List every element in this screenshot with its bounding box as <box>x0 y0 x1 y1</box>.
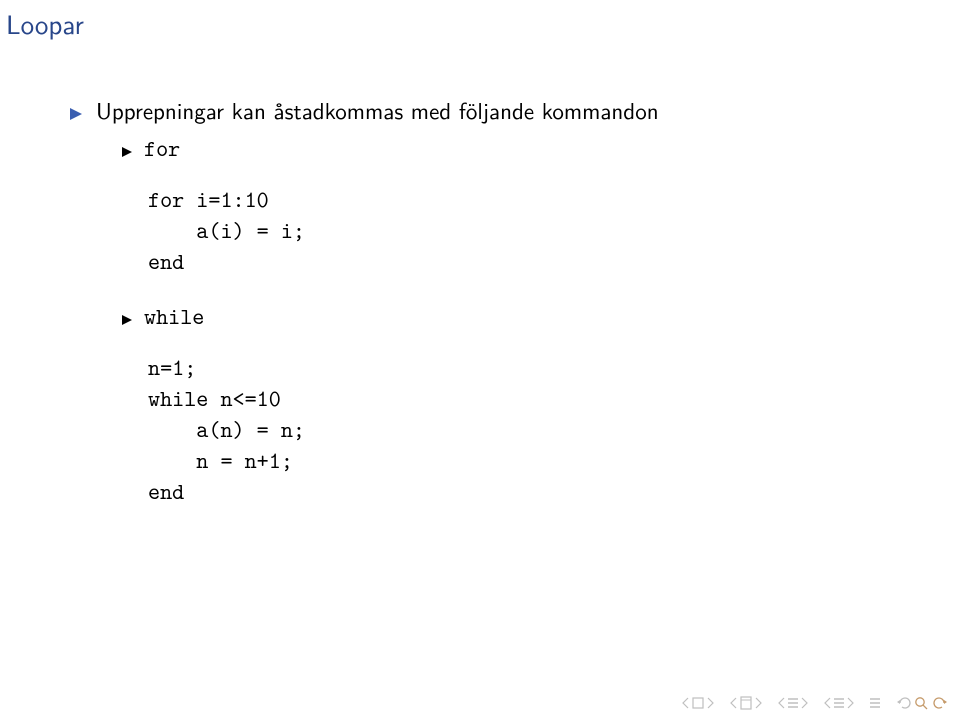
chevron-left-icon <box>682 697 690 709</box>
back-loop-icon <box>896 696 912 710</box>
for-label: for <box>144 134 180 165</box>
while-code-block: n=1; while n<=10 a(n) = n; n = n+1; end <box>148 353 920 508</box>
slide-content: Upprepningar kan åstadkommas med följand… <box>70 95 920 533</box>
while-label: while <box>144 302 204 333</box>
chevron-left-icon <box>730 697 738 709</box>
triangle-icon <box>122 315 132 325</box>
square-icon <box>692 697 704 709</box>
nav-bar <box>682 696 948 710</box>
title-text: Loopar <box>6 4 84 43</box>
chevron-right-icon <box>706 697 714 709</box>
doc-icon <box>740 696 752 710</box>
search-loop-icon <box>914 696 930 710</box>
chevron-left-icon <box>778 697 786 709</box>
bars-icon <box>834 697 844 709</box>
bars-icon <box>788 697 798 709</box>
triangle-icon <box>122 147 132 157</box>
chevron-right-icon <box>846 697 854 709</box>
nav-loop[interactable] <box>896 696 948 710</box>
chevron-right-icon <box>754 697 762 709</box>
nav-prev-section[interactable] <box>730 696 762 710</box>
bullet-intro: Upprepningar kan åstadkommas med följand… <box>70 95 920 126</box>
nav-prev[interactable] <box>778 697 808 709</box>
for-code-block: for i=1:10 a(i) = i; end <box>148 185 920 278</box>
bars-alone-icon[interactable] <box>870 697 880 709</box>
chevron-left-icon <box>824 697 832 709</box>
slide-title: Loopar <box>6 4 84 43</box>
forward-loop-icon <box>932 696 948 710</box>
slide: Loopar Upprepningar kan åstadkommas med … <box>0 0 960 718</box>
intro-text: Upprepningar kan åstadkommas med följand… <box>96 95 659 126</box>
nav-next[interactable] <box>824 697 854 709</box>
sub-bullet-while: while <box>122 302 920 333</box>
nav-first[interactable] <box>682 697 714 709</box>
chevron-right-icon <box>800 697 808 709</box>
triangle-icon <box>70 108 82 120</box>
sub-bullet-for: for <box>122 134 920 165</box>
